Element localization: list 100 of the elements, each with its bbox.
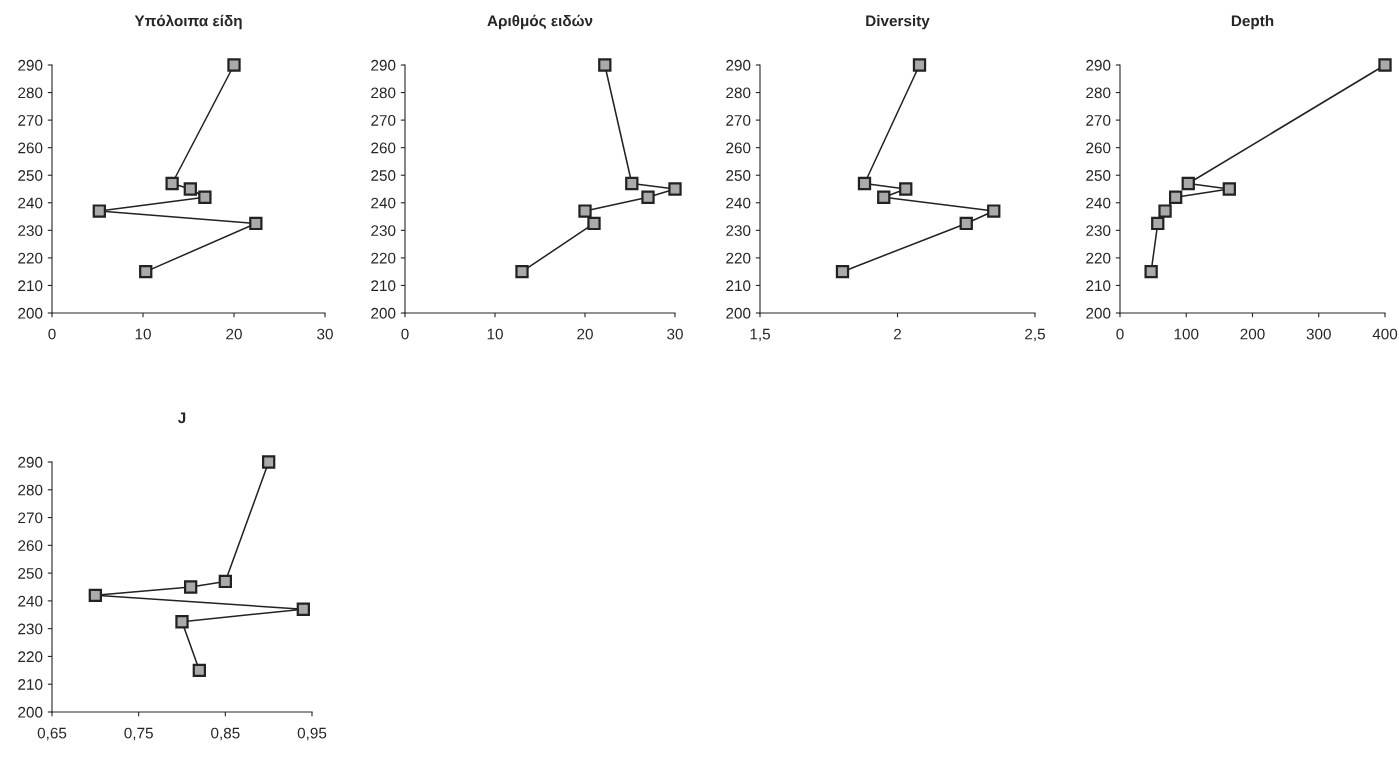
x-tick-label: 0 [401, 328, 409, 340]
y-tick-label: 220 [1086, 252, 1111, 264]
point [192, 663, 206, 677]
point [1144, 265, 1158, 279]
point [1168, 190, 1183, 204]
point [198, 190, 212, 204]
x-tick-label: 0 [1116, 328, 1124, 340]
point [262, 455, 276, 469]
y-tick-label: 280 [726, 87, 751, 99]
x-tick-label: 0,75 [124, 727, 153, 741]
chart-title: J [177, 412, 186, 424]
y-tick-label: 250 [18, 567, 43, 579]
point [625, 176, 639, 191]
y-tick-label: 290 [18, 456, 43, 468]
x-tick-label: 0 [48, 328, 56, 340]
y-tick-label: 200 [1086, 307, 1111, 319]
point [183, 182, 197, 196]
x-tick-label: 30 [317, 328, 333, 340]
point [139, 265, 153, 279]
y-tick-label: 270 [1086, 114, 1111, 126]
point [175, 615, 189, 629]
y-tick-label: 230 [18, 225, 43, 237]
point [92, 204, 106, 218]
point [598, 58, 612, 72]
y-tick-label: 200 [18, 307, 43, 319]
x-tick-label: 0,95 [297, 727, 327, 741]
point [249, 216, 263, 231]
y-tick-label: 270 [726, 114, 751, 126]
point [987, 204, 1001, 218]
y-tick-label: 230 [1086, 225, 1111, 237]
y-tick-label: 280 [1086, 87, 1111, 99]
point [1181, 176, 1195, 191]
y-tick-label: 220 [371, 252, 396, 264]
x-tick-label: 20 [226, 328, 242, 340]
point [578, 204, 592, 218]
y-tick-label: 240 [18, 595, 43, 607]
y-tick-label: 280 [18, 87, 43, 99]
point [1158, 204, 1172, 218]
x-tick-label: 300 [1306, 328, 1331, 340]
y-tick-label: 220 [18, 252, 43, 264]
x-tick-label: 100 [1174, 328, 1199, 340]
y-tick-label: 240 [1086, 197, 1111, 209]
y-tick-label: 260 [1086, 142, 1111, 154]
x-tick-label: 2,5 [1025, 328, 1045, 342]
point [877, 190, 891, 204]
point [912, 58, 927, 72]
point [1222, 182, 1236, 196]
point [587, 216, 601, 231]
y-tick-label: 200 [726, 307, 751, 319]
point [668, 182, 682, 196]
point [641, 190, 655, 204]
y-tick-label: 250 [1086, 170, 1111, 181]
point [296, 602, 310, 616]
chart-title: Αριθμός ειδών [487, 14, 593, 30]
y-tick-label: 220 [726, 252, 751, 264]
point [857, 176, 872, 191]
y-tick-label: 290 [726, 59, 751, 71]
y-tick-label: 240 [18, 197, 43, 209]
chart-title: Depth [1231, 15, 1274, 30]
y-tick-label: 280 [371, 87, 396, 99]
y-tick-label: 260 [18, 142, 43, 154]
y-tick-label: 250 [371, 170, 396, 181]
y-tick-label: 260 [726, 142, 751, 154]
x-tick-label: 2 [894, 328, 901, 340]
point [165, 176, 179, 191]
point [835, 265, 850, 279]
point [184, 580, 198, 594]
point [227, 58, 241, 72]
x-tick-label: 0,85 [211, 727, 240, 741]
y-tick-label: 210 [18, 280, 43, 292]
y-tick-label: 210 [18, 679, 43, 690]
y-tick-label: 290 [371, 59, 396, 71]
x-tick-label: 1,5 [750, 328, 770, 342]
x-tick-label: 400 [1372, 328, 1398, 340]
y-tick-label: 290 [18, 59, 43, 71]
y-tick-label: 280 [18, 484, 43, 496]
y-tick-label: 230 [726, 225, 751, 237]
y-tick-label: 270 [371, 114, 396, 126]
point [1378, 58, 1392, 72]
y-tick-label: 230 [371, 225, 396, 237]
y-tick-label: 210 [1086, 280, 1111, 292]
y-tick-label: 230 [18, 623, 43, 635]
y-tick-label: 260 [18, 540, 43, 552]
point [1151, 216, 1165, 231]
y-tick-label: 250 [726, 170, 751, 181]
point [88, 588, 102, 602]
chart-title: Υπόλοιπα είδη [134, 14, 242, 30]
y-tick-label: 270 [18, 114, 43, 126]
y-tick-label: 240 [371, 197, 396, 209]
x-tick-label: 10 [135, 328, 151, 340]
y-tick-label: 220 [18, 651, 43, 663]
y-tick-label: 200 [371, 307, 396, 319]
y-tick-label: 210 [371, 280, 396, 292]
x-tick-label: 10 [487, 328, 503, 340]
point [515, 265, 529, 279]
x-tick-label: 200 [1240, 328, 1265, 340]
y-tick-label: 250 [18, 170, 43, 181]
chart-title: Diversity [866, 15, 930, 30]
y-tick-label: 240 [726, 197, 751, 209]
x-tick-label: 20 [577, 328, 593, 340]
